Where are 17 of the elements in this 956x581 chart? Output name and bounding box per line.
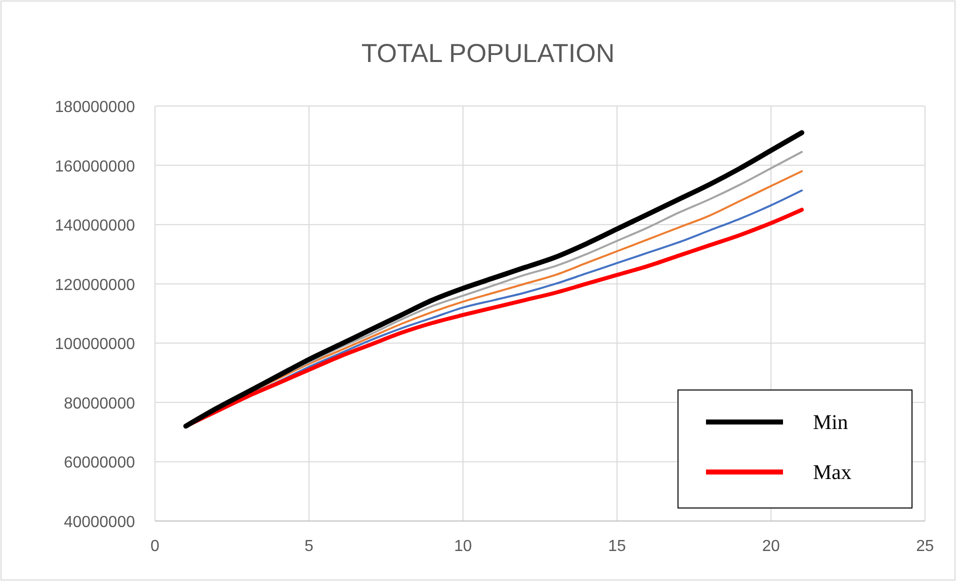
y-tick-label: 140000000 (54, 218, 136, 235)
x-tick-label: 15 (608, 538, 626, 555)
x-tick-label: 20 (762, 538, 780, 555)
y-tick-label: 180000000 (54, 99, 136, 116)
y-tick-label: 100000000 (54, 336, 136, 354)
x-tick-label: 10 (454, 538, 472, 555)
y-tick-label: 120000000 (54, 276, 136, 294)
x-tick-label: 25 (916, 538, 934, 555)
y-tick-label: 60000000 (64, 454, 136, 472)
y-tick-label: 40000000 (64, 514, 136, 531)
x-tick-label: 5 (304, 538, 314, 555)
y-tick-label: 80000000 (64, 395, 136, 412)
chart-title: TOTAL POPULATION (361, 38, 615, 68)
legend-label: Min (813, 410, 849, 434)
legend-label: Max (813, 460, 852, 484)
y-tick-label: 160000000 (54, 158, 136, 176)
x-tick-label: 0 (150, 538, 160, 555)
